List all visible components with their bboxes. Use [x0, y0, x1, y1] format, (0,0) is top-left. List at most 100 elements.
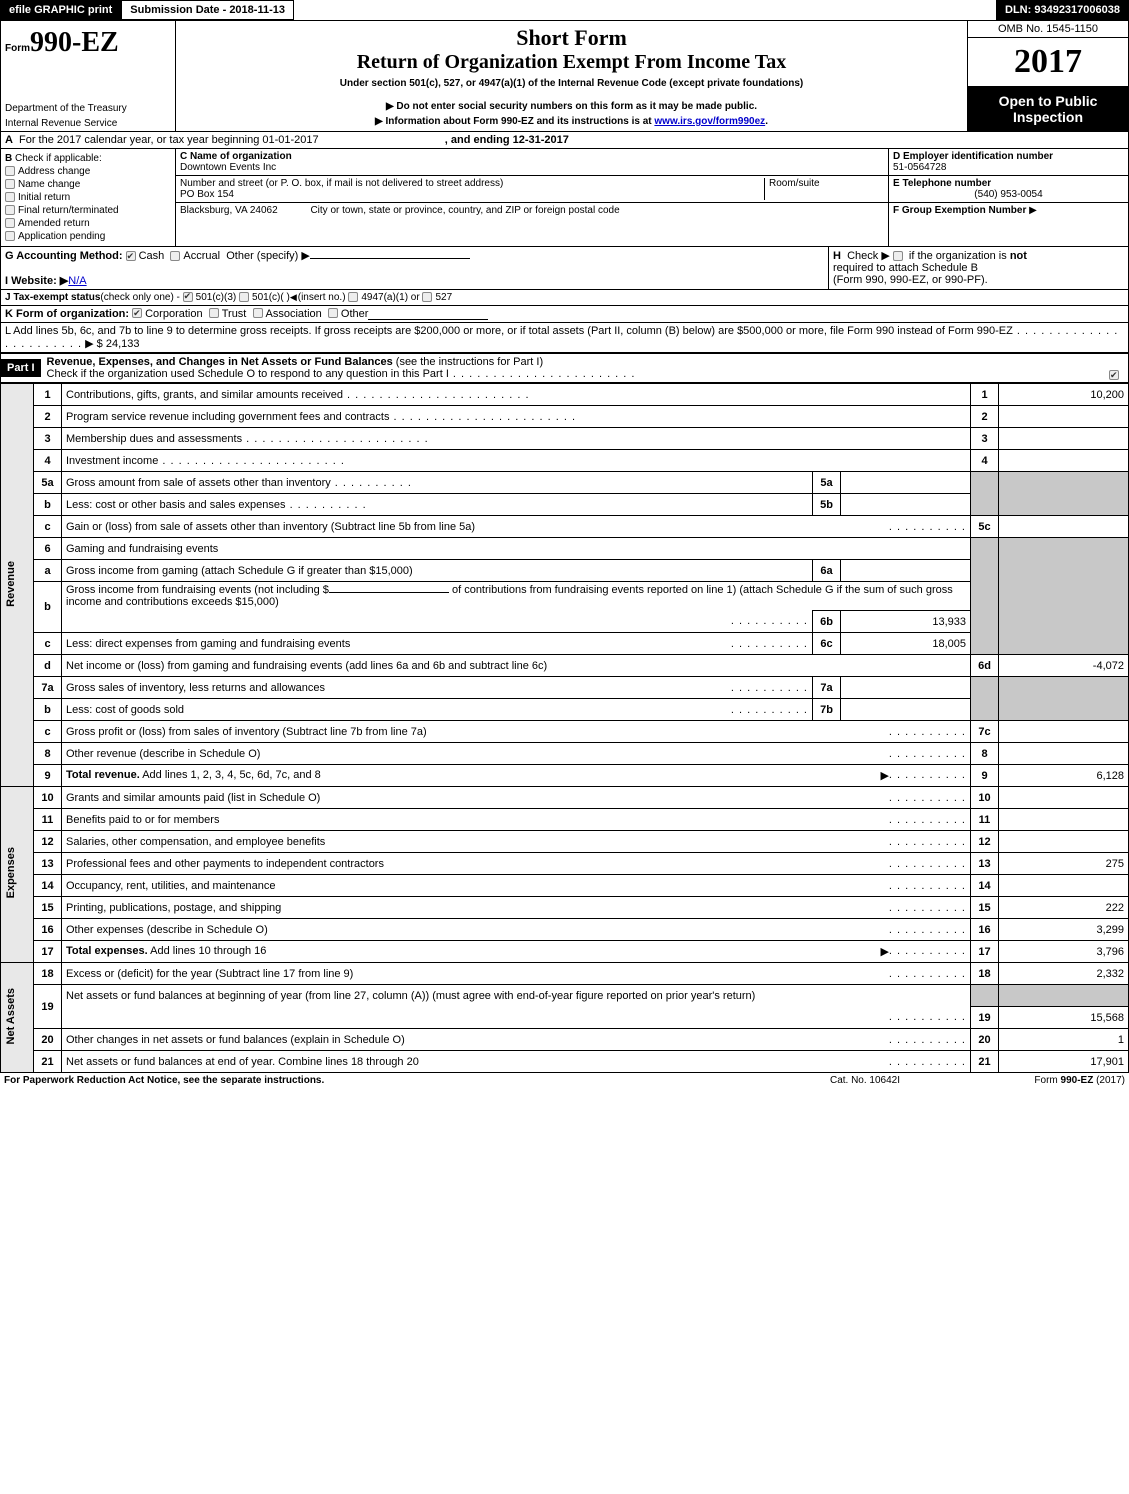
line-6a-text: Gross income from gaming (attach Schedul… [66, 565, 413, 577]
line-5b-text: Less: cost or other basis and sales expe… [66, 499, 286, 511]
gross-receipts-value: ▶ $ 24,133 [85, 338, 139, 350]
line-6c-text: Less: direct expenses from gaming and fu… [66, 638, 350, 650]
website-link[interactable]: N/A [68, 275, 86, 287]
application-pending-checkbox[interactable] [5, 231, 15, 241]
final-return-checkbox[interactable] [5, 205, 15, 215]
submission-date: Submission Date - 2018-11-13 [121, 0, 294, 20]
ein-value: 51-0564728 [893, 162, 946, 173]
org-name: Downtown Events Inc [180, 162, 276, 173]
dept-irs: Internal Revenue Service [1, 116, 175, 131]
501c3-checkbox[interactable] [183, 292, 193, 302]
line-4-text: Investment income [66, 455, 158, 467]
line-16-text: Other expenses (describe in Schedule O) [66, 924, 268, 936]
form-number: Form990-EZ [1, 21, 175, 65]
line-19-text: Net assets or fund balances at beginning… [66, 990, 755, 1002]
arrow-icon: ▶ [1029, 205, 1037, 216]
initial-return-label: Initial return [18, 192, 70, 203]
527-checkbox[interactable] [422, 292, 432, 302]
label-a: A [1, 132, 15, 148]
ein-row: D Employer identification number 51-0564… [889, 149, 1128, 176]
line-6c-value: 18,005 [841, 633, 971, 655]
tax-year-begin: For the 2017 calendar year, or tax year … [19, 134, 319, 146]
tax-year: 2017 [968, 38, 1128, 87]
line-11-value [999, 809, 1129, 831]
line-15-value: 222 [999, 897, 1129, 919]
association-checkbox[interactable] [253, 308, 263, 318]
501c-checkbox[interactable] [239, 292, 249, 302]
line-7a-text: Gross sales of inventory, less returns a… [66, 682, 325, 694]
paperwork-notice: For Paperwork Reduction Act Notice, see … [4, 1075, 765, 1086]
line-18-text: Excess or (deficit) for the year (Subtra… [66, 968, 353, 980]
phone-value: (540) 953-0054 [893, 189, 1124, 200]
line-13-value: 275 [999, 853, 1129, 875]
city-row: Blacksburg, VA 24062 City or town, state… [176, 203, 888, 218]
corporation-checkbox[interactable] [132, 308, 142, 318]
info-link[interactable]: www.irs.gov/form990ez [654, 116, 765, 127]
org-name-row: C Name of organization Downtown Events I… [176, 149, 888, 176]
revenue-section-label: Revenue [5, 561, 17, 607]
line-1-value: 10,200 [999, 384, 1129, 406]
expenses-section-label: Expenses [5, 847, 17, 898]
efile-print-button[interactable]: efile GRAPHIC print [0, 0, 121, 20]
schedule-b-checkbox[interactable] [893, 251, 903, 261]
line-19-value: 15,568 [999, 1007, 1129, 1029]
dept-treasury: Department of the Treasury [1, 101, 175, 116]
line-5a-text: Gross amount from sale of assets other t… [66, 477, 331, 489]
gross-receipts-row: L Add lines 5b, 6c, and 7b to line 9 to … [0, 323, 1129, 353]
form-subtitle: Under section 501(c), 527, or 4947(a)(1)… [180, 78, 963, 89]
other-specify-label: Other (specify) ▶ [226, 250, 310, 262]
h-check-label: Check ▶ [847, 250, 890, 262]
form-warning: ▶ Do not enter social security numbers o… [180, 101, 963, 112]
4947a1-checkbox[interactable] [348, 292, 358, 302]
line-21-text: Net assets or fund balances at end of ye… [66, 1056, 419, 1068]
entity-section: B Check if applicable: Address change Na… [0, 149, 1129, 247]
form-header: Form990-EZ Department of the Treasury In… [0, 20, 1129, 132]
tax-year-end: , and ending 12-31-2017 [445, 134, 569, 146]
line-1-text: Contributions, gifts, grants, and simila… [66, 389, 343, 401]
address-change-checkbox[interactable] [5, 166, 15, 176]
line-10-text: Grants and similar amounts paid (list in… [66, 792, 320, 804]
address-change-label: Address change [18, 166, 90, 177]
accounting-row: G Accounting Method: Cash Accrual Other … [0, 247, 1129, 290]
line-15-text: Printing, publications, postage, and shi… [66, 902, 281, 914]
topbar: efile GRAPHIC print Submission Date - 20… [0, 0, 1129, 20]
line-4-value [999, 450, 1129, 472]
city-state-zip: Blacksburg, VA 24062 [180, 205, 278, 216]
form-title-2: Return of Organization Exempt From Incom… [180, 51, 963, 74]
amended-return-checkbox[interactable] [5, 218, 15, 228]
line-8-text: Other revenue (describe in Schedule O) [66, 748, 260, 760]
line-17-value: 3,796 [999, 941, 1129, 963]
line-3-text: Membership dues and assessments [66, 433, 242, 445]
line-14-value [999, 875, 1129, 897]
line-7c-text: Gross profit or (loss) from sales of inv… [66, 726, 427, 738]
other-org-checkbox[interactable] [328, 308, 338, 318]
schedule-o-checkbox[interactable] [1109, 370, 1119, 380]
cat-number: Cat. No. 10642I [765, 1075, 965, 1086]
lines-table: Revenue 1Contributions, gifts, grants, a… [0, 383, 1129, 1073]
form-ref: Form 990-EZ (2017) [965, 1075, 1125, 1086]
final-return-label: Final return/terminated [18, 205, 119, 216]
line-9-text: Add lines 1, 2, 3, 4, 5c, 6d, 7c, and 8 [140, 769, 321, 781]
line-12-value [999, 831, 1129, 853]
trust-checkbox[interactable] [209, 308, 219, 318]
line-18-value: 2,332 [999, 963, 1129, 985]
open-to-public: Open to Public Inspection [968, 87, 1128, 131]
line-13-text: Professional fees and other payments to … [66, 858, 384, 870]
line-17-text: Add lines 10 through 16 [148, 945, 267, 957]
cash-checkbox[interactable] [126, 251, 136, 261]
line-8-value [999, 743, 1129, 765]
line-a: A For the 2017 calendar year, or tax yea… [0, 132, 1129, 149]
initial-return-checkbox[interactable] [5, 192, 15, 202]
accrual-label: Accrual [183, 250, 220, 262]
line-21-value: 17,901 [999, 1051, 1129, 1073]
line-12-text: Salaries, other compensation, and employ… [66, 836, 325, 848]
line-10-value [999, 787, 1129, 809]
netassets-section-label: Net Assets [5, 988, 17, 1044]
line-6-text: Gaming and fundraising events [62, 538, 971, 560]
accrual-checkbox[interactable] [170, 251, 180, 261]
part-i-header: Part I Revenue, Expenses, and Changes in… [0, 353, 1129, 383]
form-info: ▶ Information about Form 990-EZ and its … [180, 116, 963, 127]
name-change-label: Name change [18, 179, 80, 190]
line-6d-text: Net income or (loss) from gaming and fun… [66, 660, 547, 672]
name-change-checkbox[interactable] [5, 179, 15, 189]
